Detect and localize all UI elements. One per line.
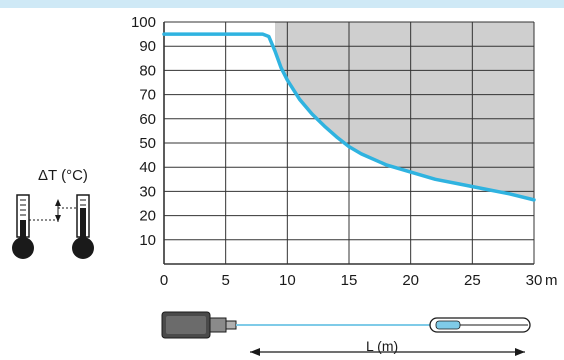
- y-tick-label: 60: [139, 111, 156, 128]
- y-tick-label: 50: [139, 135, 156, 152]
- thermometer-icon: [12, 194, 94, 259]
- x-tick-label: 0: [160, 272, 168, 289]
- x-tick-label: 10: [279, 272, 296, 289]
- x-tick-label: 15: [341, 272, 358, 289]
- y-tick-label: 30: [139, 183, 156, 200]
- y-tick-label: 40: [139, 159, 156, 176]
- y-tick-label: 100: [131, 14, 156, 31]
- probe-icon: [429, 317, 531, 333]
- shaded-region: [275, 22, 534, 200]
- curve-layer: [162, 32, 536, 202]
- sensor-icon: [161, 311, 237, 339]
- x-axis-label: L (m): [366, 338, 398, 354]
- shaded-area: [275, 22, 534, 200]
- x-tick-label: 5: [221, 272, 229, 289]
- y-axis-label: ΔT (°C): [38, 167, 88, 184]
- y-tick-label: 70: [139, 87, 156, 104]
- x-tick-label: 25: [464, 272, 481, 289]
- y-tick-label: 90: [139, 38, 156, 55]
- y-tick-label: 10: [139, 232, 156, 249]
- x-unit-label: m: [545, 272, 558, 289]
- x-tick-label: 20: [402, 272, 419, 289]
- series-line: [162, 32, 536, 202]
- y-tick-label: 80: [139, 62, 156, 79]
- dimension-arrow-icon: [250, 348, 525, 356]
- x-tick-label: 30: [526, 272, 543, 289]
- y-tick-label: 20: [139, 208, 156, 225]
- header-band: [0, 0, 564, 8]
- grid: [163, 21, 535, 265]
